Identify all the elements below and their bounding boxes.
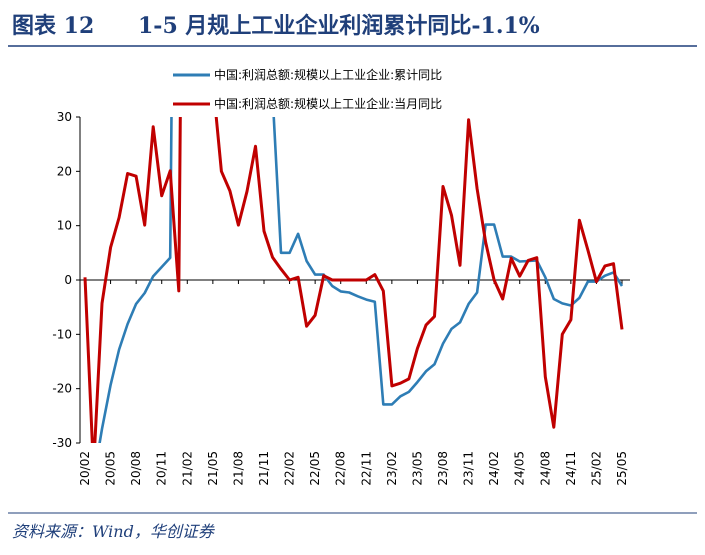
x-tick-label: 20/08 [129,451,143,486]
x-tick-label: 20/11 [155,451,169,486]
legend-label: 中国:利润总额:规模以上工业企业:当月同比 [214,96,442,111]
x-tick-label: 21/02 [180,451,194,486]
x-tick-label: 24/05 [513,451,527,486]
x-tick-label: 24/02 [487,451,501,486]
x-tick-label: 20/05 [104,451,118,486]
y-tick-label: 30 [57,110,72,124]
y-tick-label: 10 [57,219,72,233]
x-tick-label: 21/08 [231,451,245,486]
legend-label: 中国:利润总额:规模以上工业企业:累计同比 [214,67,442,82]
x-tick-label: 22/11 [359,451,373,486]
x-tick-label: 23/05 [410,451,424,486]
y-tick-label: -20 [52,382,72,396]
x-tick-label: 23/02 [385,451,399,486]
x-tick-label: 22/08 [334,451,348,486]
plot-area [83,117,624,443]
series-line [83,117,624,443]
x-tick-label: 23/11 [462,451,476,486]
x-tick-label: 20/02 [78,451,92,486]
x-tick-label: 23/08 [436,451,450,486]
x-tick-label: 22/05 [308,451,322,486]
x-tick-label: 25/02 [589,451,603,486]
y-tick-label: 0 [64,273,72,287]
y-tick-label: -10 [52,327,72,341]
x-tick-label: 24/08 [538,451,552,486]
figure-label: 图表 12 [12,13,94,39]
chart-title: 1-5 月规上工业企业利润累计同比-1.1% [138,13,540,39]
x-tick-label: 25/05 [615,451,629,486]
x-tick-label: 24/11 [564,451,578,486]
x-tick-label: 21/05 [206,451,220,486]
source: 资料来源：Wind，华创证券 [12,522,216,541]
x-tick-label: 21/11 [257,451,271,486]
series-line [98,117,624,443]
y-tick-label: 20 [57,164,72,178]
y-tick-label: -30 [52,436,72,450]
x-tick-label: 22/02 [283,451,297,486]
